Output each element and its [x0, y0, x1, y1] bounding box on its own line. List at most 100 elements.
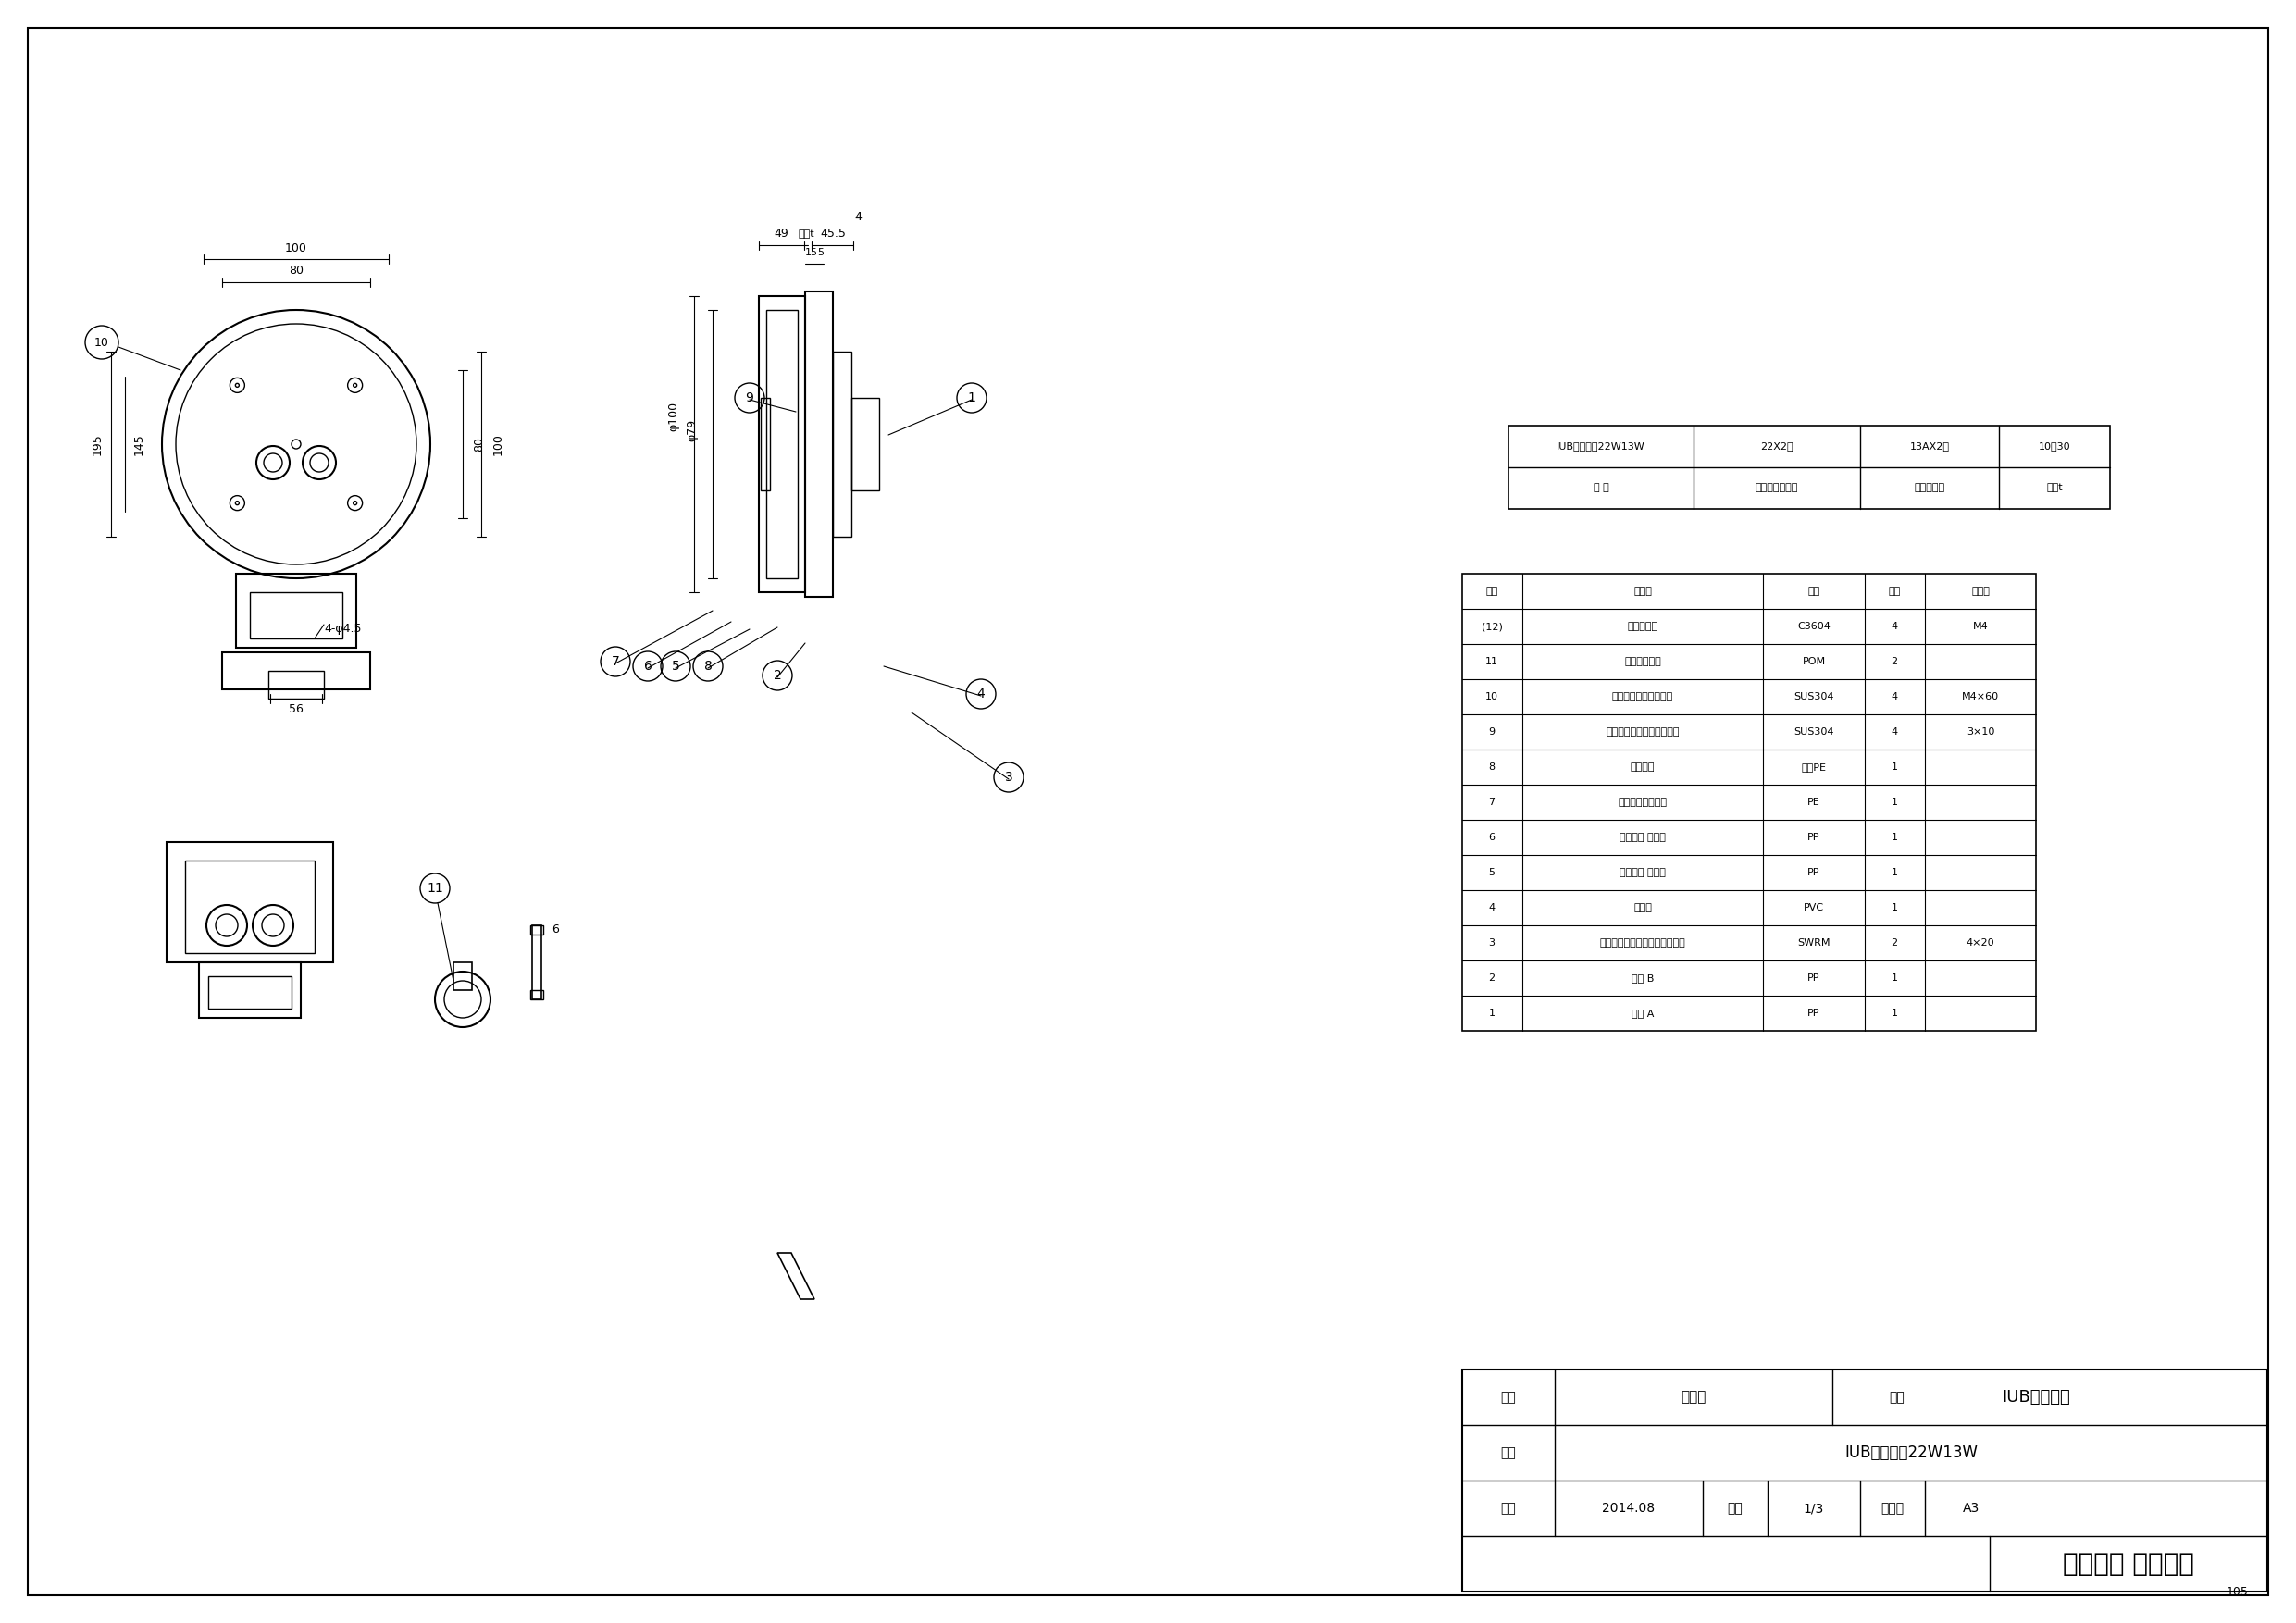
Text: 名称: 名称 — [1502, 1391, 1515, 1404]
Text: POM: POM — [1802, 657, 1825, 665]
Text: 6: 6 — [643, 659, 652, 672]
Bar — [186, 860, 315, 953]
Text: 5: 5 — [1488, 868, 1495, 876]
Text: 壁厝t: 壁厝t — [2046, 484, 2062, 492]
Text: リンナイ 株式会社: リンナイ 株式会社 — [2062, 1552, 2195, 1576]
Text: プレート カバー: プレート カバー — [1619, 833, 1665, 842]
Text: 45.5: 45.5 — [820, 229, 845, 240]
Text: 5: 5 — [670, 659, 680, 672]
Text: 4: 4 — [854, 211, 861, 224]
Bar — [209, 975, 292, 1008]
Text: 1: 1 — [1892, 868, 1896, 876]
Text: 2: 2 — [1892, 938, 1899, 948]
Text: 型式: 型式 — [1502, 1446, 1515, 1459]
Text: 本体 A: 本体 A — [1632, 1008, 1653, 1018]
Text: A3: A3 — [1963, 1501, 1979, 1514]
Bar — [806, 292, 833, 597]
Text: 止め具: 止め具 — [1632, 902, 1651, 912]
Text: 1: 1 — [1892, 763, 1896, 771]
Text: 9: 9 — [746, 391, 753, 404]
Text: 100: 100 — [491, 433, 503, 454]
Bar — [760, 295, 806, 592]
Text: 発泡PE: 発泡PE — [1802, 763, 1825, 771]
Text: 1: 1 — [1892, 797, 1896, 807]
Text: 13AX2本: 13AX2本 — [1910, 441, 1949, 451]
Bar — [269, 670, 324, 698]
Text: 備　考: 備 考 — [1972, 586, 1991, 596]
Text: 4-φ4.5: 4-φ4.5 — [324, 623, 360, 635]
Text: 外観図: 外観図 — [1681, 1391, 1706, 1404]
Text: 8: 8 — [1488, 763, 1495, 771]
Text: 材質: 材質 — [1807, 586, 1821, 596]
Text: 作成: 作成 — [1502, 1501, 1515, 1514]
Text: (12): (12) — [1481, 622, 1502, 631]
Text: 10～30: 10～30 — [2039, 441, 2071, 451]
Text: 個数: 個数 — [1887, 586, 1901, 596]
Text: 符号: 符号 — [1486, 586, 1497, 596]
Bar — [455, 962, 473, 990]
Text: 15: 15 — [806, 248, 817, 256]
Bar — [250, 592, 342, 638]
Bar — [236, 573, 356, 648]
Text: 2014.08: 2014.08 — [1603, 1501, 1655, 1514]
Text: 3: 3 — [1488, 938, 1495, 948]
Bar — [200, 962, 301, 1018]
Bar — [533, 925, 542, 1000]
Text: 4: 4 — [1488, 902, 1495, 912]
Text: 適合サヤフレキ: 適合サヤフレキ — [1756, 484, 1798, 492]
Bar — [760, 398, 769, 490]
Text: M4×60: M4×60 — [1961, 691, 2000, 701]
Text: 6: 6 — [551, 923, 558, 936]
Text: SUS304: SUS304 — [1793, 691, 1835, 701]
Bar — [530, 990, 544, 1000]
Text: 8: 8 — [705, 659, 712, 672]
Text: 80: 80 — [473, 437, 484, 451]
Text: 10: 10 — [94, 336, 110, 349]
Text: M4: M4 — [1972, 622, 1988, 631]
Text: 1: 1 — [967, 391, 976, 404]
Text: 10: 10 — [1486, 691, 1499, 701]
Text: 十字稴付きなべ小ねじ: 十字稴付きなべ小ねじ — [1612, 691, 1674, 701]
Text: 1/3: 1/3 — [1805, 1501, 1823, 1514]
Text: 品名: 品名 — [1890, 1391, 1906, 1404]
Text: 型 式: 型 式 — [1593, 484, 1609, 492]
Bar — [168, 842, 333, 962]
Bar — [1463, 1370, 2268, 1592]
Bar — [833, 352, 852, 537]
Text: IUBボックス22W13W: IUBボックス22W13W — [1557, 441, 1646, 451]
Text: SWRM: SWRM — [1798, 938, 1830, 948]
Text: 3×10: 3×10 — [1965, 727, 1995, 737]
Text: 4×20: 4×20 — [1965, 938, 1995, 948]
Text: 4: 4 — [1892, 727, 1899, 737]
Text: 1: 1 — [1892, 1008, 1896, 1018]
Text: 1: 1 — [1892, 833, 1896, 842]
Text: 4: 4 — [1892, 691, 1899, 701]
Text: 適合樹脂管: 適合樹脂管 — [1915, 484, 1945, 492]
Text: IUBボックス22W13W: IUBボックス22W13W — [1844, 1444, 1977, 1461]
Text: 十字稴付きなべタッピングねじ: 十字稴付きなべタッピングねじ — [1600, 938, 1685, 948]
Bar — [1508, 425, 2110, 510]
Text: 7: 7 — [1488, 797, 1495, 807]
Text: 11: 11 — [427, 881, 443, 894]
Bar — [223, 652, 370, 690]
Text: 7: 7 — [611, 656, 620, 669]
Text: 本体 B: 本体 B — [1632, 974, 1653, 982]
Text: PP: PP — [1807, 974, 1821, 982]
Text: パッキン: パッキン — [1630, 763, 1655, 771]
Text: 56: 56 — [289, 704, 303, 716]
Bar — [852, 398, 879, 490]
Text: 105: 105 — [2227, 1586, 2248, 1597]
Text: プレート ベース: プレート ベース — [1619, 868, 1665, 876]
Text: 六角ナット: 六角ナット — [1628, 622, 1658, 631]
Text: PVC: PVC — [1805, 902, 1823, 912]
Text: 名　稱: 名 稱 — [1632, 586, 1651, 596]
Bar — [1463, 573, 2037, 1031]
Text: 11: 11 — [1486, 657, 1499, 665]
Text: 尺度: 尺度 — [1727, 1501, 1743, 1514]
Text: 1: 1 — [1892, 974, 1896, 982]
Text: 2: 2 — [1488, 974, 1495, 982]
Text: C3604: C3604 — [1798, 622, 1830, 631]
Text: サイズ: サイズ — [1880, 1501, 1903, 1514]
Text: 4: 4 — [976, 688, 985, 701]
Text: 1: 1 — [1488, 1008, 1495, 1018]
